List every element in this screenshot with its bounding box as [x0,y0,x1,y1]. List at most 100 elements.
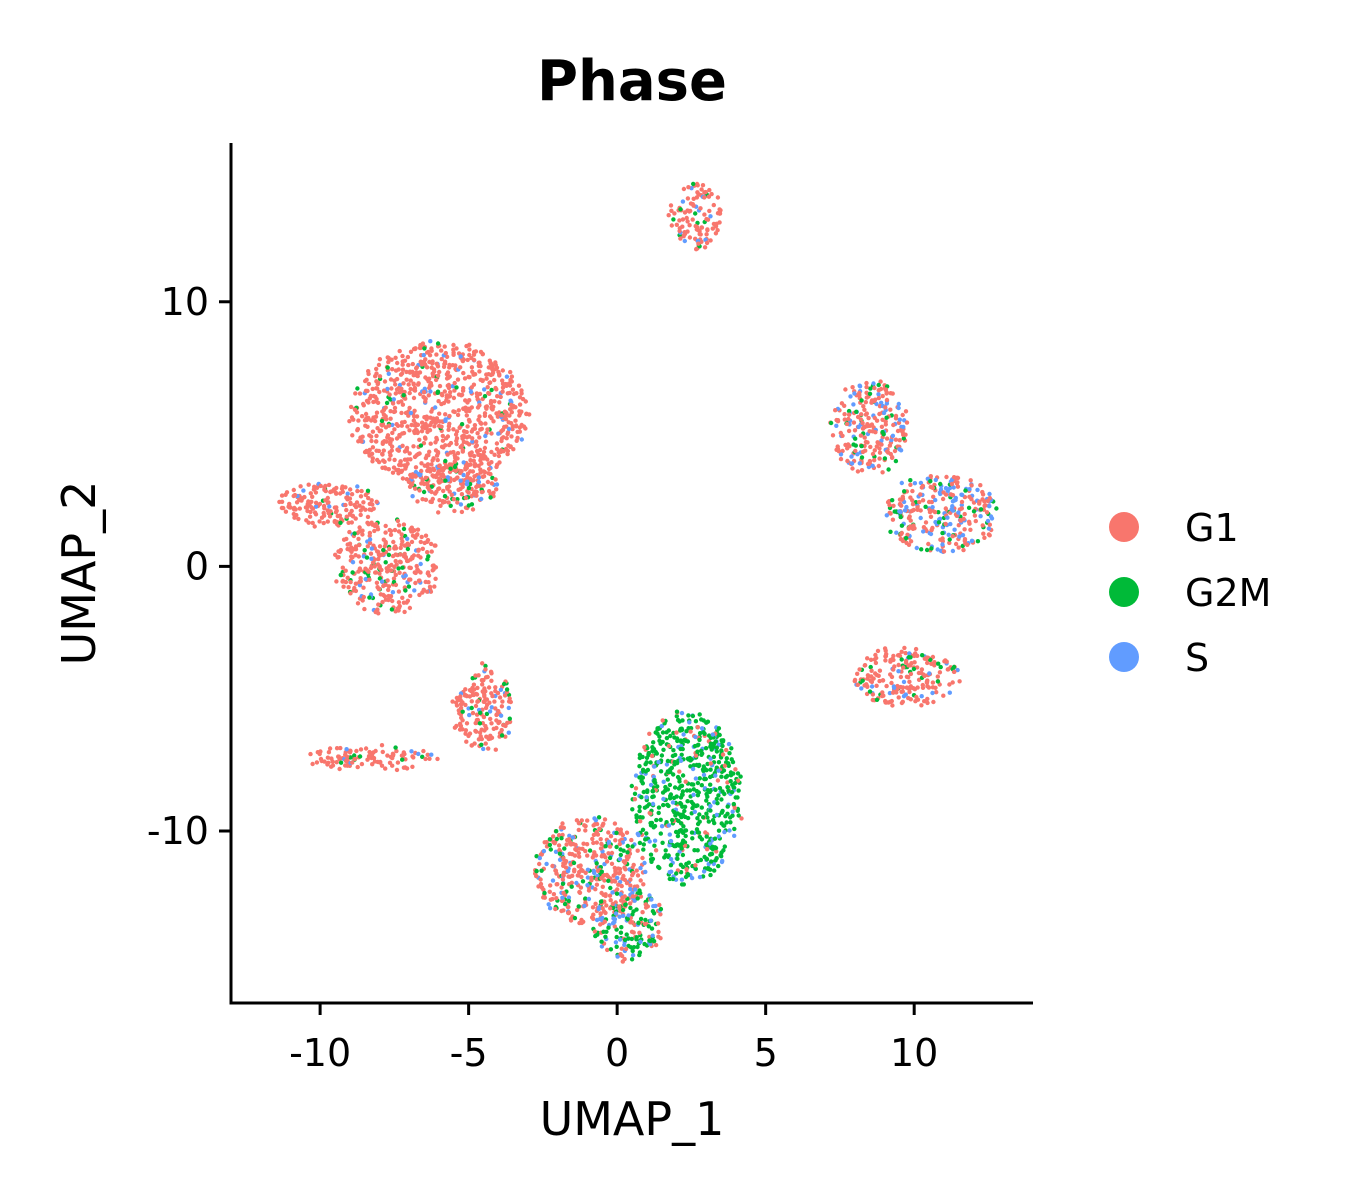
point-g1 [517,429,522,434]
point-g1 [400,431,405,436]
point-g1 [868,444,873,450]
point-g1 [363,507,368,512]
point-g1 [412,408,417,413]
point-g1 [386,423,392,428]
point-g2m [674,709,680,714]
point-g1 [560,832,565,838]
point-g2m [618,930,624,935]
point-g1 [541,895,546,900]
point-g1 [930,680,936,685]
point-g1 [385,578,390,583]
point-g1 [947,682,952,687]
point-g1 [460,358,466,364]
point-g1 [985,498,990,504]
point-g1 [396,589,402,594]
point-g2m [674,871,679,876]
point-g1 [507,383,513,388]
point-g2m [489,387,494,393]
point-g1 [899,700,905,706]
point-g1 [451,347,456,352]
point-g1 [328,509,333,514]
point-g1 [707,187,712,193]
point-g2m [704,791,709,797]
point-s [912,481,918,486]
point-g1 [844,421,850,427]
point-s [443,418,448,424]
point-g2m [646,924,651,929]
point-g1 [830,433,836,438]
point-g1 [454,476,459,481]
point-g1 [360,532,365,537]
point-g1 [459,509,465,515]
point-g1 [306,520,311,525]
point-s [708,214,713,219]
point-g1 [488,360,493,366]
point-g2m [678,746,683,752]
point-g2m [421,489,427,495]
point-g1 [908,697,913,702]
point-g1 [869,679,875,685]
point-g1 [691,203,696,208]
point-g1 [281,505,286,511]
point-g2m [709,859,714,864]
point-g1 [382,439,387,444]
point-g2m [664,730,669,735]
point-s [428,389,433,394]
point-g2m [637,808,642,814]
point-g1 [359,488,364,494]
point-s [638,865,643,871]
point-g1 [358,512,363,518]
point-g2m [477,721,483,726]
point-g2m [707,789,712,795]
point-g1 [922,699,927,704]
point-g1 [322,759,327,764]
point-g1 [622,860,628,865]
point-g1 [489,735,495,740]
point-s [667,832,672,837]
point-s [732,833,737,838]
point-g1 [377,760,382,765]
point-s [960,492,965,498]
point-g1 [872,385,877,391]
point-g1 [344,514,349,519]
point-s [904,504,909,510]
point-g1 [925,655,930,660]
point-s [618,891,623,897]
point-g1 [925,700,930,706]
point-g1 [880,678,886,683]
point-g2m [607,855,613,861]
point-g1 [478,377,483,382]
point-g1 [378,592,383,597]
point-g1 [600,906,605,911]
point-g1 [493,685,498,690]
point-g2m [682,804,688,809]
point-g2m [682,737,687,743]
point-g1 [951,475,957,480]
point-g1 [608,898,613,903]
point-g1 [554,896,559,901]
point-g1 [298,484,303,489]
point-g2m [460,709,465,714]
point-s [897,447,902,452]
point-g1 [865,673,871,678]
point-g1 [722,763,728,768]
point-g2m [911,666,917,672]
point-g1 [616,866,621,871]
point-g1 [349,554,354,559]
point-g1 [593,887,598,892]
point-g1 [472,464,478,469]
point-g1 [348,579,353,585]
point-g2m [420,754,425,759]
point-g1 [406,362,411,368]
point-g2m [680,864,686,870]
point-g1 [877,456,882,461]
point-g1 [462,376,468,381]
point-g1 [321,503,327,509]
point-g1 [408,457,413,462]
point-g2m [479,742,484,747]
point-g1 [457,468,462,474]
point-g2m [688,764,693,769]
point-g2m [686,713,691,718]
point-g1 [431,567,436,572]
